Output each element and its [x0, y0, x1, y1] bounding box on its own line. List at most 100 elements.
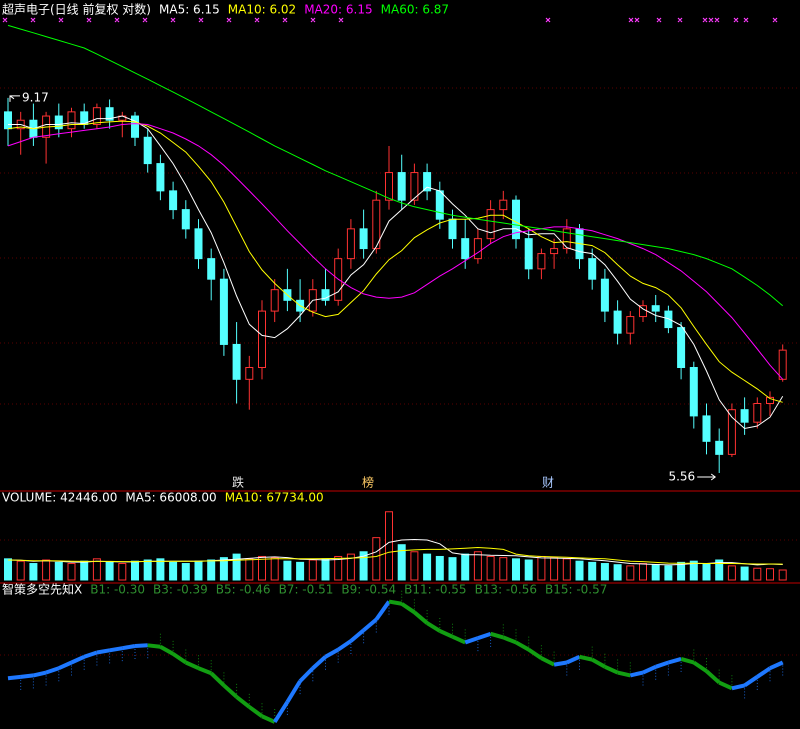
volume-bar [524, 559, 533, 581]
indicator-segment [617, 670, 631, 678]
candle-body [270, 289, 279, 312]
candle-body [524, 238, 533, 270]
indicator-segment [349, 628, 365, 643]
candle-body [4, 111, 12, 130]
volume-bar [410, 551, 419, 581]
candle-body [715, 440, 724, 455]
volume-bar [702, 563, 711, 581]
indicator-segment [362, 617, 378, 632]
volume-bar [270, 557, 279, 581]
volume-bar [613, 564, 622, 581]
legend-label: B7: -0.51 [279, 583, 334, 597]
legend-label: B13: -0.56 [475, 583, 537, 597]
indicator-segment [70, 654, 86, 665]
volume-bar [296, 561, 305, 581]
indicator-segment [413, 610, 429, 625]
indicator-segment [731, 683, 746, 691]
candle-body [435, 190, 444, 220]
indicator-segment [388, 599, 403, 606]
candle-body [194, 228, 203, 260]
candle-body [537, 253, 546, 270]
indicator-segment [134, 643, 148, 649]
legend-label: B3: -0.39 [153, 583, 208, 597]
indicator-segment [109, 646, 123, 653]
candle-body [54, 115, 63, 130]
indicator-segment [591, 657, 606, 669]
indicator-segment [159, 644, 175, 656]
volume-bar [575, 560, 584, 581]
candle-body [740, 409, 749, 423]
candle-body [385, 172, 393, 201]
candle-body [372, 199, 381, 250]
ma-line [7, 120, 783, 403]
indicator-segment [565, 654, 581, 665]
legend-label: B15: -0.57 [545, 583, 607, 597]
volume-bar [639, 563, 647, 581]
candle-body [346, 228, 355, 260]
max-label: 9.17 [22, 90, 49, 104]
indicator-segment [438, 629, 454, 639]
candle-body [359, 228, 368, 250]
event-markers [2, 17, 778, 23]
event-label: 跌 [232, 475, 244, 490]
indicator-segment [540, 656, 556, 667]
indicator-segment [655, 660, 670, 669]
indicator-segment [83, 650, 98, 659]
indicator-segment [604, 664, 619, 675]
event-label: 榜 [362, 475, 374, 490]
candle-body [105, 107, 114, 121]
max-arrow [9, 95, 20, 102]
legend-label: B9: -0.54 [341, 583, 396, 597]
candle-body [766, 396, 774, 405]
legend-label: B11: -0.55 [404, 583, 466, 597]
volume-bar [359, 551, 368, 581]
volume-bar [753, 567, 762, 581]
indicator-segment [7, 674, 21, 681]
volume-bar [397, 544, 406, 581]
volume-bar [651, 564, 660, 581]
indicator-segment [184, 660, 200, 671]
volume-bar [54, 561, 63, 581]
candle-body [143, 136, 152, 165]
volume-bar [664, 565, 673, 581]
candle-body [512, 199, 520, 240]
volume-bar [131, 560, 139, 581]
indicator-segment [743, 675, 759, 688]
candle-body [410, 172, 419, 201]
indicator-segment [298, 666, 315, 683]
candle-body [626, 316, 635, 334]
volume-bar [245, 558, 254, 581]
volume-bar [29, 563, 38, 581]
indicator-segment [769, 660, 784, 671]
volume-bar [588, 561, 597, 581]
indicator-segment [477, 631, 492, 641]
candle-body [67, 111, 76, 130]
candle-body [169, 190, 178, 211]
indicator-segment [680, 656, 695, 665]
candle-body [499, 199, 508, 211]
indicator-segment [464, 636, 479, 645]
volume-bar [143, 559, 152, 581]
event-label: 财 [542, 476, 554, 490]
volume-bar [181, 563, 190, 581]
indicator-segment [20, 673, 34, 679]
volume-bar [435, 555, 444, 581]
indicator-segment [197, 666, 212, 676]
min-arrow-head [710, 473, 717, 481]
volume-bar [461, 553, 470, 581]
volume-bar [423, 553, 432, 581]
candle-body [131, 115, 139, 138]
indicator-segment [285, 680, 302, 703]
indicator-segment [147, 643, 161, 649]
legend-label: MA60: 6.87 [381, 3, 449, 17]
indicator-segment [451, 634, 467, 645]
indicator-segment [209, 671, 226, 687]
volume-bar [740, 566, 749, 581]
indicator-segment [324, 647, 340, 659]
candle-body [461, 238, 470, 260]
indicator-segment [57, 660, 73, 671]
indicator-segment [235, 695, 251, 709]
candle-body [613, 310, 622, 334]
indicator-segment [527, 647, 543, 660]
